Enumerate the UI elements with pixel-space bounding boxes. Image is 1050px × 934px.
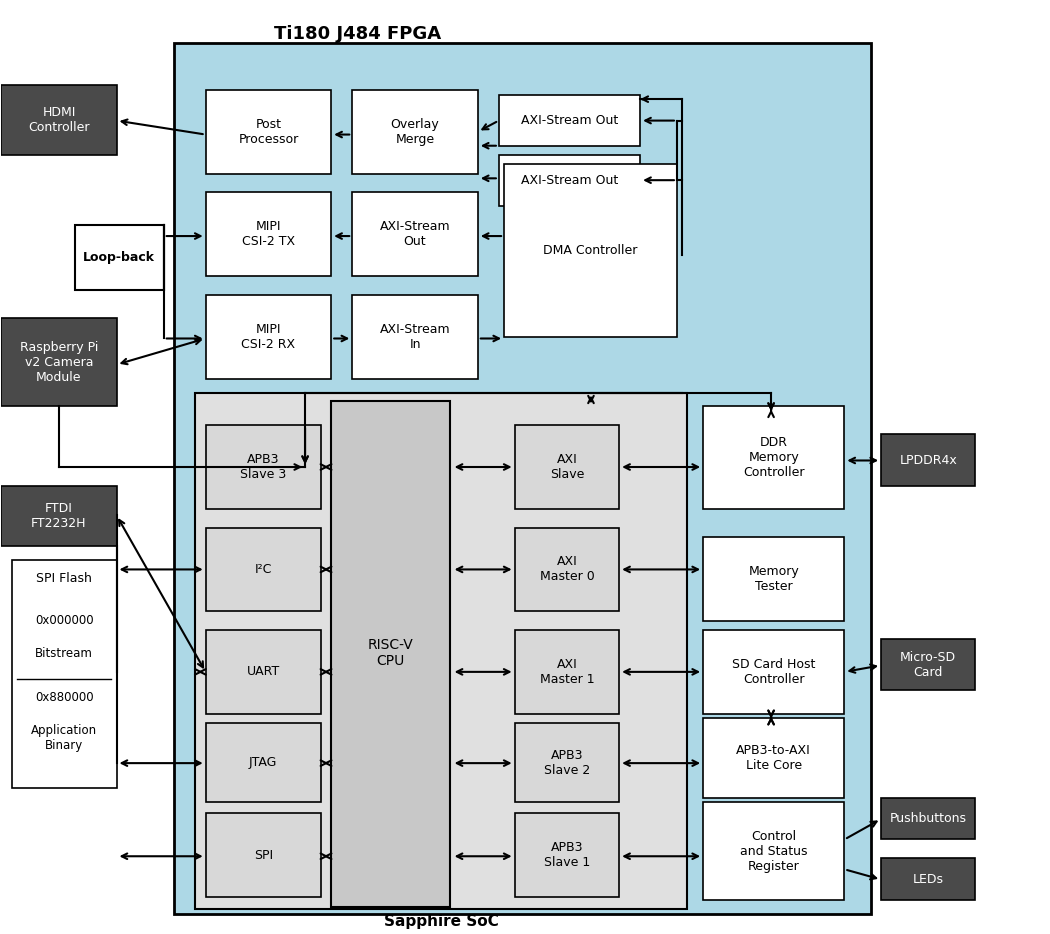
- FancyBboxPatch shape: [499, 155, 640, 206]
- FancyBboxPatch shape: [206, 425, 321, 509]
- Text: MIPI
CSI-2 TX: MIPI CSI-2 TX: [242, 220, 295, 248]
- Text: UART: UART: [247, 665, 279, 678]
- FancyBboxPatch shape: [206, 192, 331, 276]
- FancyBboxPatch shape: [75, 225, 164, 290]
- FancyBboxPatch shape: [514, 630, 620, 714]
- Text: AXI-Stream Out: AXI-Stream Out: [521, 174, 618, 187]
- Text: I²C: I²C: [254, 563, 272, 576]
- Text: FTDI
FT2232H: FTDI FT2232H: [32, 502, 87, 530]
- Text: APB3
Slave 3: APB3 Slave 3: [240, 453, 287, 481]
- FancyBboxPatch shape: [195, 392, 688, 910]
- FancyBboxPatch shape: [174, 43, 870, 914]
- FancyBboxPatch shape: [704, 718, 844, 798]
- FancyBboxPatch shape: [881, 434, 975, 486]
- Text: Bitstream: Bitstream: [36, 646, 93, 659]
- FancyBboxPatch shape: [206, 528, 321, 612]
- FancyBboxPatch shape: [514, 528, 620, 612]
- FancyBboxPatch shape: [12, 560, 117, 788]
- FancyBboxPatch shape: [331, 401, 449, 907]
- FancyBboxPatch shape: [352, 295, 478, 378]
- Text: SD Card Host
Controller: SD Card Host Controller: [732, 658, 816, 686]
- FancyBboxPatch shape: [499, 94, 640, 146]
- FancyBboxPatch shape: [881, 858, 975, 900]
- Text: Ti180 J484 FPGA: Ti180 J484 FPGA: [274, 25, 441, 43]
- Text: Overlay
Merge: Overlay Merge: [391, 118, 439, 146]
- FancyBboxPatch shape: [704, 406, 844, 509]
- FancyBboxPatch shape: [206, 90, 331, 174]
- Text: RISC-V
CPU: RISC-V CPU: [368, 638, 414, 669]
- Text: Loop-back: Loop-back: [83, 251, 155, 264]
- FancyBboxPatch shape: [206, 295, 331, 378]
- Text: SPI Flash: SPI Flash: [37, 573, 92, 586]
- Text: DMA Controller: DMA Controller: [543, 244, 637, 257]
- FancyBboxPatch shape: [704, 537, 844, 621]
- Text: AXI
Master 0: AXI Master 0: [540, 556, 594, 584]
- Text: MIPI
CSI-2 RX: MIPI CSI-2 RX: [242, 322, 295, 350]
- Text: Application
Binary: Application Binary: [32, 724, 98, 752]
- Text: AXI
Master 1: AXI Master 1: [540, 658, 594, 686]
- FancyBboxPatch shape: [206, 630, 321, 714]
- Text: Pushbuttons: Pushbuttons: [889, 812, 967, 825]
- FancyBboxPatch shape: [352, 192, 478, 276]
- Text: Raspberry Pi
v2 Camera
Module: Raspberry Pi v2 Camera Module: [20, 341, 98, 384]
- FancyBboxPatch shape: [881, 798, 975, 840]
- Text: DDR
Memory
Controller: DDR Memory Controller: [743, 436, 804, 479]
- FancyBboxPatch shape: [704, 630, 844, 714]
- FancyBboxPatch shape: [206, 814, 321, 898]
- Text: APB3-to-AXI
Lite Core: APB3-to-AXI Lite Core: [736, 744, 811, 772]
- FancyBboxPatch shape: [1, 486, 117, 546]
- Text: Sapphire SoC: Sapphire SoC: [384, 914, 499, 929]
- FancyBboxPatch shape: [504, 164, 677, 336]
- Text: LPDDR4x: LPDDR4x: [899, 454, 957, 466]
- FancyBboxPatch shape: [704, 802, 844, 900]
- FancyBboxPatch shape: [514, 425, 620, 509]
- Text: Memory
Tester: Memory Tester: [749, 565, 799, 593]
- Text: LEDs: LEDs: [912, 872, 944, 885]
- FancyBboxPatch shape: [1, 318, 117, 406]
- Text: Control
and Status
Register: Control and Status Register: [740, 829, 807, 872]
- Text: AXI-Stream
In: AXI-Stream In: [380, 322, 450, 350]
- Text: AXI
Slave: AXI Slave: [550, 453, 584, 481]
- Text: APB3
Slave 2: APB3 Slave 2: [544, 749, 590, 777]
- Text: HDMI
Controller: HDMI Controller: [28, 106, 89, 134]
- Text: JTAG: JTAG: [249, 757, 277, 770]
- Text: 0x880000: 0x880000: [35, 690, 93, 703]
- FancyBboxPatch shape: [1, 85, 117, 155]
- Text: Micro-SD
Card: Micro-SD Card: [900, 651, 957, 679]
- FancyBboxPatch shape: [881, 639, 975, 690]
- Text: Post
Processor: Post Processor: [238, 118, 298, 146]
- FancyBboxPatch shape: [514, 723, 620, 802]
- Text: 0x000000: 0x000000: [35, 615, 93, 627]
- Text: SPI: SPI: [254, 849, 273, 862]
- FancyBboxPatch shape: [514, 814, 620, 898]
- Text: APB3
Slave 1: APB3 Slave 1: [544, 842, 590, 870]
- FancyBboxPatch shape: [206, 723, 321, 802]
- Text: AXI-Stream
Out: AXI-Stream Out: [380, 220, 450, 248]
- FancyBboxPatch shape: [352, 90, 478, 174]
- Text: AXI-Stream Out: AXI-Stream Out: [521, 114, 618, 127]
